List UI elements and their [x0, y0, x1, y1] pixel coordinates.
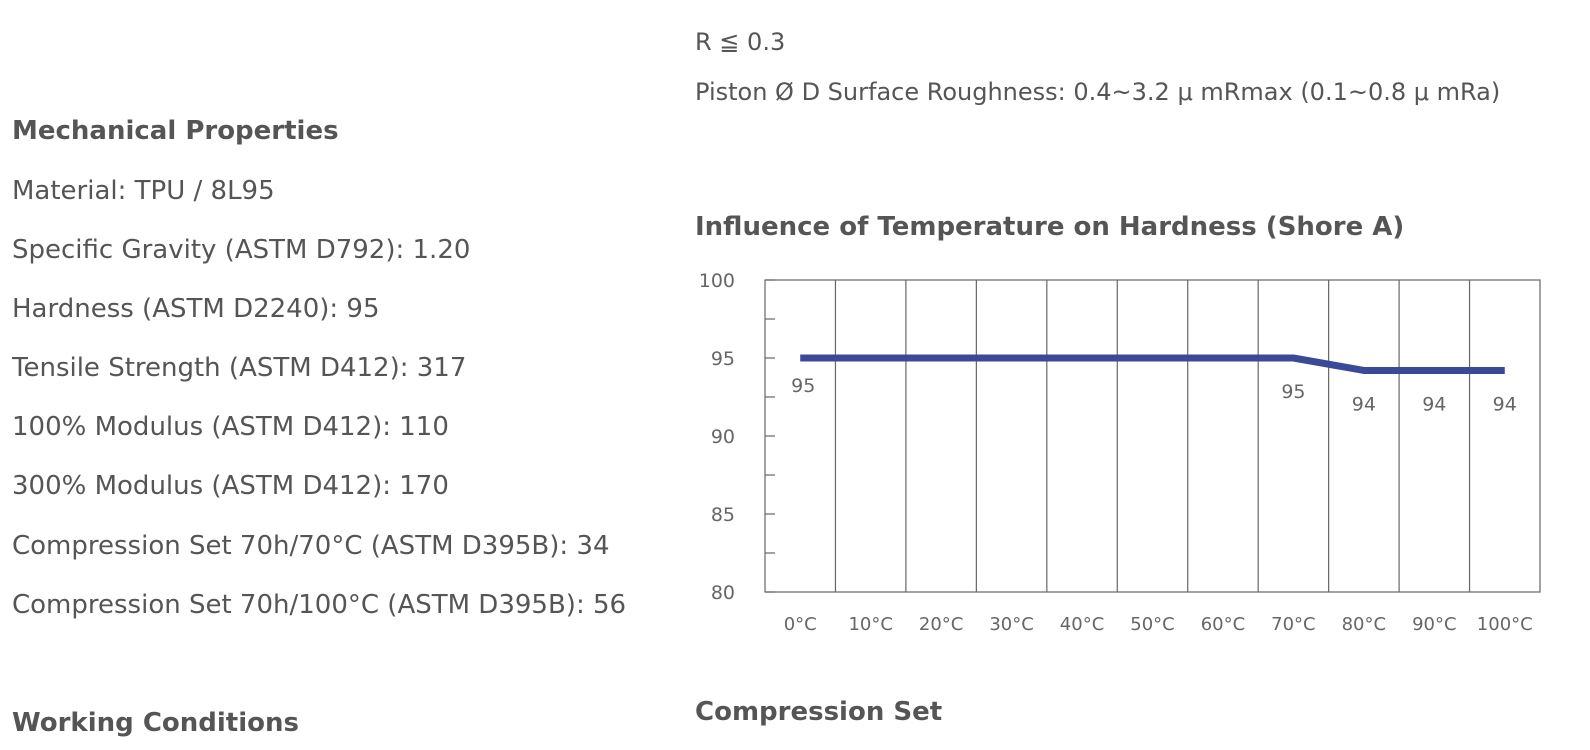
- y-tick-label: 100: [700, 270, 735, 292]
- x-tick-label: 60°C: [1201, 614, 1245, 635]
- data-label: 95: [791, 375, 815, 397]
- property-hardness: Hardness (ASTM D2240): 95: [12, 294, 380, 324]
- x-tick-label: 20°C: [919, 614, 963, 635]
- x-tick-label: 40°C: [1060, 614, 1104, 635]
- property-specific-gravity: Specific Gravity (ASTM D792): 1.20: [12, 235, 471, 265]
- x-tick-label: 30°C: [989, 614, 1033, 635]
- mechanical-properties-heading: Mechanical Properties: [12, 116, 339, 146]
- property-tensile-strength: Tensile Strength (ASTM D412): 317: [12, 353, 467, 383]
- y-tick-label: 90: [711, 426, 735, 448]
- data-label: 94: [1352, 393, 1376, 415]
- working-conditions-heading: Working Conditions: [12, 708, 299, 738]
- y-tick-label: 80: [711, 582, 735, 604]
- property-300-modulus: 300% Modulus (ASTM D412): 170: [12, 471, 449, 501]
- data-label: 95: [1281, 381, 1305, 403]
- hardness-series-line: [800, 354, 1505, 374]
- property-100-modulus: 100% Modulus (ASTM D412): 110: [12, 412, 449, 442]
- y-tick-label: 95: [711, 348, 735, 370]
- x-tick-label: 0°C: [784, 614, 817, 635]
- x-tick-label: 50°C: [1130, 614, 1174, 635]
- x-tick-label: 80°C: [1342, 614, 1386, 635]
- property-compression-set-70: Compression Set 70h/70°C (ASTM D395B): 3…: [12, 531, 610, 561]
- note-r-value: R ≦ 0.3: [695, 28, 786, 56]
- x-tick-label: 90°C: [1412, 614, 1456, 635]
- plot-frame: [764, 279, 1541, 593]
- data-label: 94: [1493, 393, 1517, 415]
- data-label: 94: [1422, 393, 1446, 415]
- note-surface-roughness: Piston Ø D Surface Roughness: 0.4~3.2 μ …: [695, 78, 1501, 106]
- x-tick-label: 10°C: [848, 614, 892, 635]
- hardness-chart: 100 95 90 85 80 0°C 10°C 20°C 30°C 40°C 50°C 60°C 70…: [700, 270, 1541, 635]
- property-compression-set-100: Compression Set 70h/100°C (ASTM D395B): …: [12, 590, 627, 620]
- x-tick-label: 70°C: [1271, 614, 1315, 635]
- x-tick-label: 100°C: [1477, 614, 1533, 635]
- compression-set-heading: Compression Set: [695, 697, 943, 727]
- property-material: Material: TPU / 8L95: [12, 176, 275, 206]
- y-tick-label: 85: [711, 504, 735, 526]
- chart-title: Influence of Temperature on Hardness (Sh…: [695, 212, 1405, 242]
